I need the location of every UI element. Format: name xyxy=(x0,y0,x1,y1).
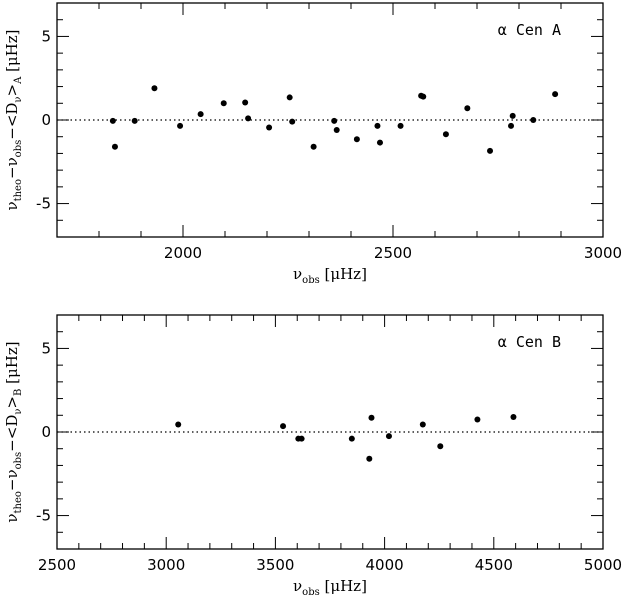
data-point xyxy=(474,416,481,423)
x-tick-label: 4500 xyxy=(475,556,513,574)
panel-cen-b: 2500 3000 3500 4000 4500 5000 -5 0 5 α Cen B νobs … xyxy=(3,314,622,595)
data-point xyxy=(509,112,516,119)
data-point xyxy=(437,443,444,450)
x-tick-label: 3000 xyxy=(584,244,622,262)
data-point xyxy=(131,117,138,124)
data-point xyxy=(177,122,184,129)
data-point xyxy=(151,85,158,92)
x-axis-label: νobs [μHz] xyxy=(293,265,367,286)
x-tick-label: 2000 xyxy=(164,244,202,262)
data-point xyxy=(310,143,317,150)
x-tick-label: 3500 xyxy=(256,556,294,574)
data-point xyxy=(109,117,116,124)
data-point xyxy=(266,124,273,131)
data-point xyxy=(419,421,426,428)
data-point xyxy=(220,100,227,107)
data-point xyxy=(331,117,338,124)
data-point xyxy=(397,122,404,129)
y-axis-label: νtheo−νobs−<Dν>B [μHz] xyxy=(3,341,24,522)
data-point xyxy=(197,111,204,118)
data-point xyxy=(286,94,293,101)
data-point xyxy=(508,122,515,129)
data-point xyxy=(442,131,449,138)
data-point xyxy=(487,147,494,154)
y-axis-label: νtheo−νobs−<Dν>A [μHz] xyxy=(3,29,24,210)
data-point xyxy=(366,455,373,462)
y-tick-label: 5 xyxy=(41,27,51,45)
x-tick-label: 5000 xyxy=(584,556,622,574)
data-point xyxy=(289,118,296,125)
data-point xyxy=(245,115,252,122)
panel-label: α Cen B xyxy=(498,333,561,351)
y-tick-label: 5 xyxy=(41,339,51,357)
data-point xyxy=(333,127,340,134)
data-point xyxy=(376,139,383,146)
data-point xyxy=(464,105,471,112)
x-tick-label: 4000 xyxy=(366,556,404,574)
y-tick-label: 0 xyxy=(41,423,51,441)
data-point xyxy=(510,413,517,420)
y-tick-label: -5 xyxy=(36,195,51,213)
data-point xyxy=(385,433,392,440)
data-point xyxy=(298,435,305,442)
data-point xyxy=(420,93,427,100)
data-point xyxy=(530,117,537,123)
data-point xyxy=(374,122,381,129)
x-tick-label: 3000 xyxy=(147,556,185,574)
data-point xyxy=(348,435,355,442)
y-tick-label: 0 xyxy=(41,111,51,129)
data-point xyxy=(353,136,360,143)
x-axis-label: νobs [μHz] xyxy=(293,577,367,595)
y-tick-label: -5 xyxy=(36,507,51,525)
data-point xyxy=(552,91,559,98)
x-tick-label: 2500 xyxy=(38,556,76,574)
data-point xyxy=(368,414,375,421)
data-point xyxy=(280,423,287,430)
data-point xyxy=(175,421,182,428)
data-point xyxy=(111,143,118,150)
panel-cen-a: 2000 2500 3000 -5 0 5 α Cen A νobs [μHz] νtheo−ν… xyxy=(3,2,622,286)
panel-label: α Cen A xyxy=(498,21,561,39)
data-point xyxy=(242,99,249,106)
x-tick-label: 2500 xyxy=(374,244,412,262)
